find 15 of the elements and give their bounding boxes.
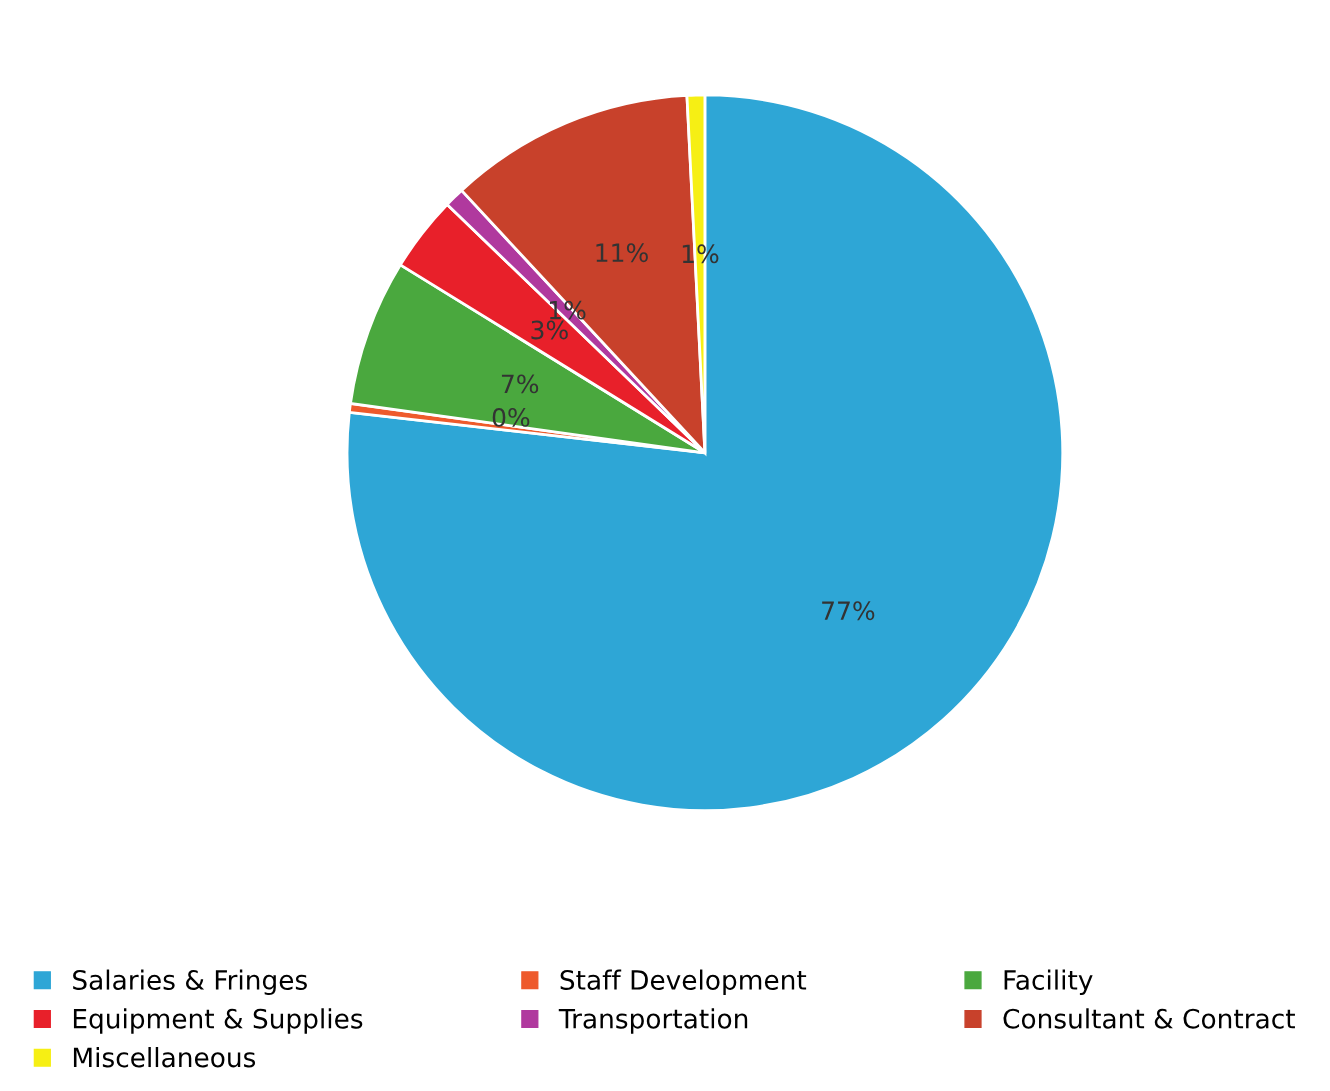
legend-label: Consultant & Contract <box>1003 1008 1295 1029</box>
legend-label: Transportation <box>558 1008 748 1034</box>
legend-label: Salaries & Fringes <box>73 969 307 996</box>
legend-label: Staff Development <box>560 969 807 996</box>
data-label: 1% <box>682 244 719 264</box>
data-label: 77% <box>822 601 875 621</box>
data-label: 1% <box>549 300 586 320</box>
legend-label: Equipment & Supplies <box>73 1008 363 1034</box>
pie-slice <box>345 93 1065 812</box>
legend-label: Facility <box>1004 969 1093 996</box>
legend-label: Miscellaneous <box>73 1046 256 1068</box>
data-label: 3% <box>531 320 568 340</box>
data-label: 7% <box>501 374 539 394</box>
data-label: 11% <box>596 243 648 263</box>
data-label: 0% <box>492 407 530 427</box>
